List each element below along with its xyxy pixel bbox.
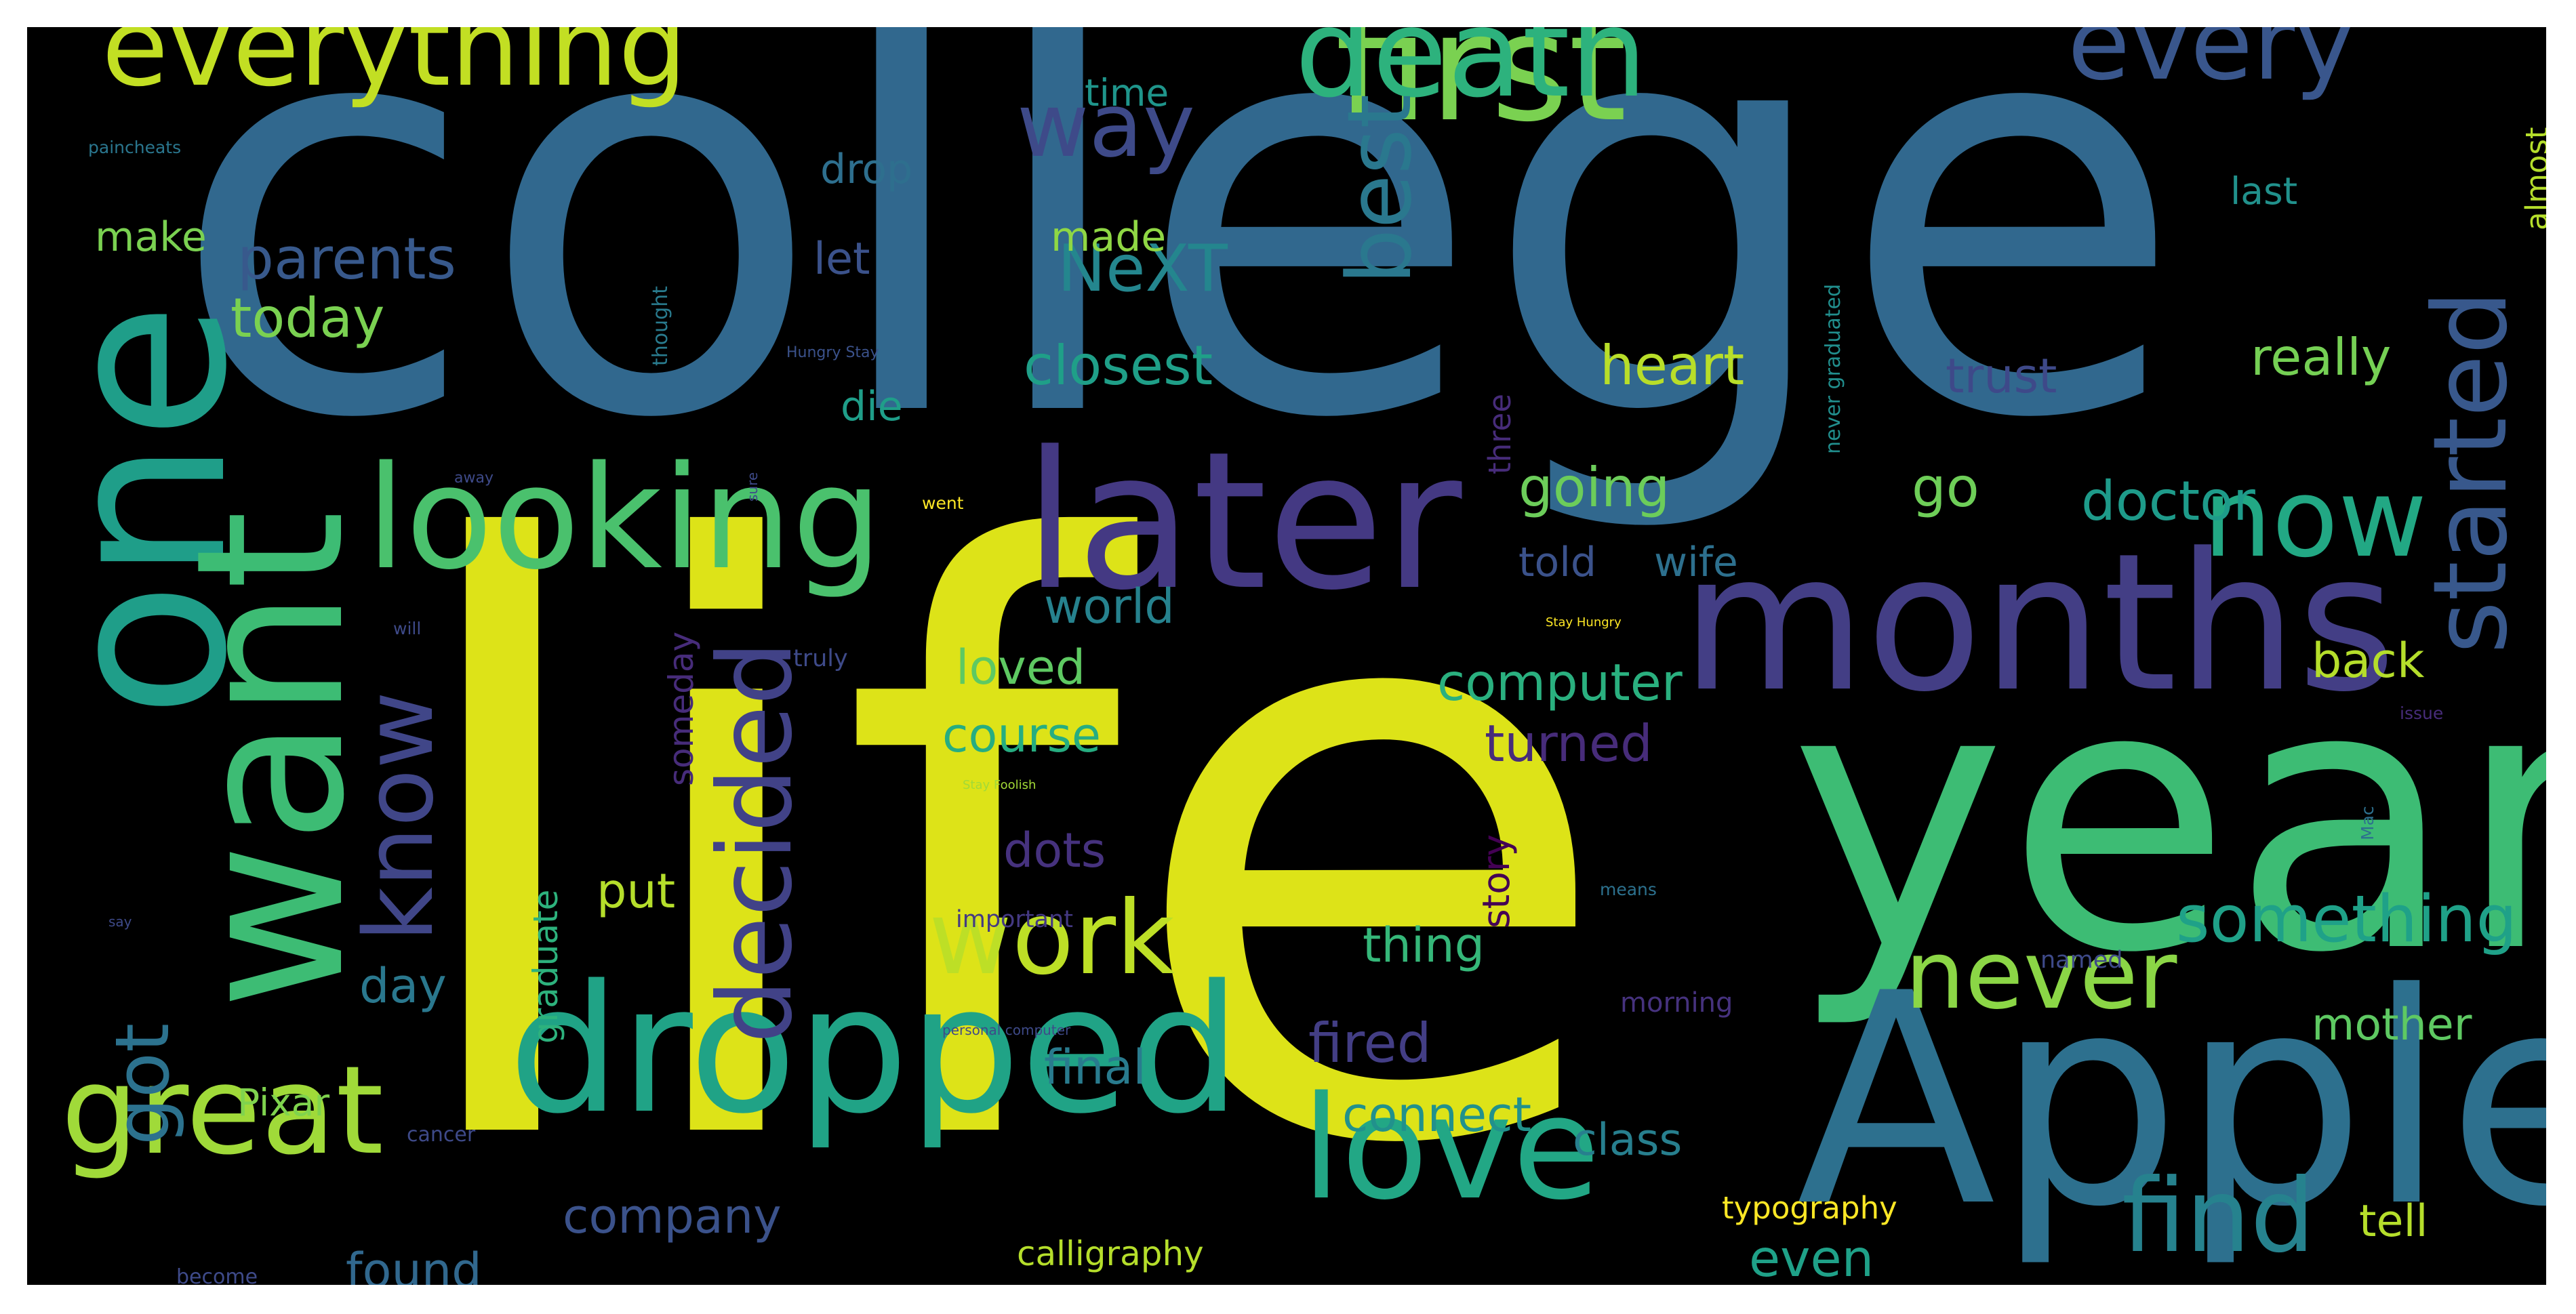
- cloud-word-loved: loved: [956, 640, 1086, 695]
- cloud-word-means: means: [1600, 880, 1657, 899]
- cloud-word-first: first: [1335, 27, 1627, 155]
- cloud-word-next: NeXT: [1058, 232, 1228, 306]
- cloud-word-stay-hungry: Stay Hungry: [1546, 615, 1622, 630]
- cloud-word-heart: heart: [1600, 334, 1745, 397]
- cloud-word-went: went: [922, 493, 964, 513]
- cloud-word-class: class: [1573, 1115, 1683, 1166]
- cloud-word-drop: drop: [820, 146, 913, 193]
- cloud-word-stay-foolish: Stay Foolish: [963, 778, 1037, 792]
- cloud-word-found: found: [346, 1243, 482, 1285]
- cloud-word-started: started: [2412, 290, 2530, 654]
- cloud-word-final: final: [1044, 1040, 1146, 1095]
- cloud-word-three: three: [1482, 393, 1518, 474]
- cloud-word-closest: closest: [1024, 334, 1213, 397]
- cloud-word-course: course: [942, 707, 1101, 763]
- cloud-word-know: know: [344, 691, 455, 942]
- cloud-word-dropped: dropped: [508, 948, 1241, 1153]
- cloud-word-dots: dots: [1003, 823, 1106, 878]
- cloud-word-doctor: doctor: [2081, 470, 2255, 533]
- cloud-word-away: away: [454, 470, 494, 487]
- cloud-word-months: months: [1681, 513, 2396, 734]
- cloud-word-told: told: [1518, 539, 1596, 586]
- cloud-word-calligraphy: calligraphy: [1017, 1234, 1204, 1273]
- cloud-word-fired: fired: [1308, 1012, 1432, 1075]
- cloud-word-die: die: [841, 383, 903, 430]
- cloud-word-time: time: [1085, 71, 1169, 115]
- cloud-word-go: go: [1912, 456, 1979, 519]
- cloud-word-parents: parents: [237, 226, 456, 293]
- cloud-word-every: every: [2068, 27, 2355, 103]
- cloud-word-something: something: [2176, 882, 2517, 957]
- cloud-word-typography: typography: [1722, 1190, 1897, 1226]
- cloud-word-connect: connect: [1342, 1087, 1532, 1143]
- cloud-word-become: become: [176, 1265, 258, 1286]
- cloud-word-thought: thought: [649, 286, 672, 366]
- cloud-word-story: story: [1474, 834, 1518, 928]
- cloud-word-let: let: [813, 234, 870, 285]
- cloud-word-named: named: [2040, 947, 2123, 974]
- cloud-word-trust: trust: [1946, 348, 2057, 404]
- cloud-word-last: last: [2230, 169, 2298, 213]
- cloud-word-important: important: [956, 906, 1073, 933]
- cloud-word-truly: truly: [793, 645, 848, 672]
- cloud-word-way: way: [1017, 74, 1195, 177]
- word-cloud: college life year Apple one want months later lo…: [27, 27, 2546, 1285]
- cloud-word-company: company: [563, 1189, 782, 1244]
- cloud-word-put: put: [597, 863, 676, 919]
- cloud-word-mother: mother: [2312, 1000, 2472, 1050]
- cloud-word-say: say: [108, 913, 132, 930]
- cloud-word-will: will: [393, 619, 422, 638]
- cloud-word-work: work: [929, 880, 1175, 998]
- cloud-word-personal-computer: personal computer: [942, 1022, 1071, 1038]
- cloud-word-everything: everything: [102, 27, 687, 110]
- cloud-word-now: now: [2203, 455, 2428, 581]
- cloud-word-turned: turned: [1485, 714, 1653, 773]
- cloud-word-death: death: [1295, 27, 1647, 125]
- cloud-word-hungry-stay: Hungry Stay: [786, 344, 879, 361]
- cloud-word-even: even: [1749, 1229, 1874, 1285]
- cloud-word-great: great: [61, 1040, 384, 1182]
- cloud-word-looking: looking: [366, 435, 883, 601]
- cloud-word-world: world: [1044, 579, 1175, 634]
- cloud-word-year: year: [1790, 607, 2546, 1033]
- cloud-word-decided: decided: [697, 640, 815, 1044]
- cloud-word-almost: almost: [2519, 127, 2546, 230]
- cloud-word-got: got: [99, 1023, 186, 1145]
- cloud-word-never-graduated: never graduated: [1822, 283, 1845, 454]
- cloud-word-issue: issue: [2400, 703, 2444, 723]
- cloud-word-computer: computer: [1437, 653, 1683, 712]
- cloud-word-tell: tell: [2359, 1196, 2428, 1247]
- cloud-word-graduate: graduate: [526, 889, 565, 1044]
- cloud-word-thing: thing: [1363, 918, 1485, 973]
- cloud-word-day: day: [359, 958, 447, 1014]
- cloud-word-make: make: [95, 213, 207, 261]
- cloud-word-paincheats: paincheats: [88, 138, 182, 157]
- cloud-word-today: today: [230, 287, 385, 350]
- cloud-word-find: find: [2122, 1157, 2315, 1275]
- cloud-word-really: really: [2251, 327, 2392, 387]
- cloud-word-best: best: [1328, 94, 1431, 285]
- cloud-word-back: back: [2312, 633, 2425, 689]
- cloud-word-college: college: [169, 27, 2186, 541]
- cloud-word-sure: sure: [744, 472, 761, 501]
- cloud-word-mac: Mac: [2358, 806, 2377, 840]
- cloud-word-someday: someday: [662, 631, 701, 786]
- cloud-word-never: never: [1905, 920, 2177, 1031]
- cloud-word-life: life: [390, 381, 1619, 1285]
- cloud-word-pixar: Pixar: [237, 1081, 330, 1124]
- cloud-word-apple: Apple: [1796, 932, 2546, 1271]
- cloud-word-wife: wife: [1654, 539, 1738, 586]
- cloud-word-later: later: [1024, 411, 1462, 632]
- cloud-word-morning: morning: [1620, 987, 1733, 1019]
- cloud-word-want: want: [153, 510, 389, 1010]
- cloud-word-love: love: [1302, 1065, 1601, 1231]
- cloud-word-going: going: [1518, 456, 1670, 519]
- cloud-word-made: made: [1051, 213, 1167, 261]
- cloud-word-cancer: cancer: [407, 1123, 476, 1147]
